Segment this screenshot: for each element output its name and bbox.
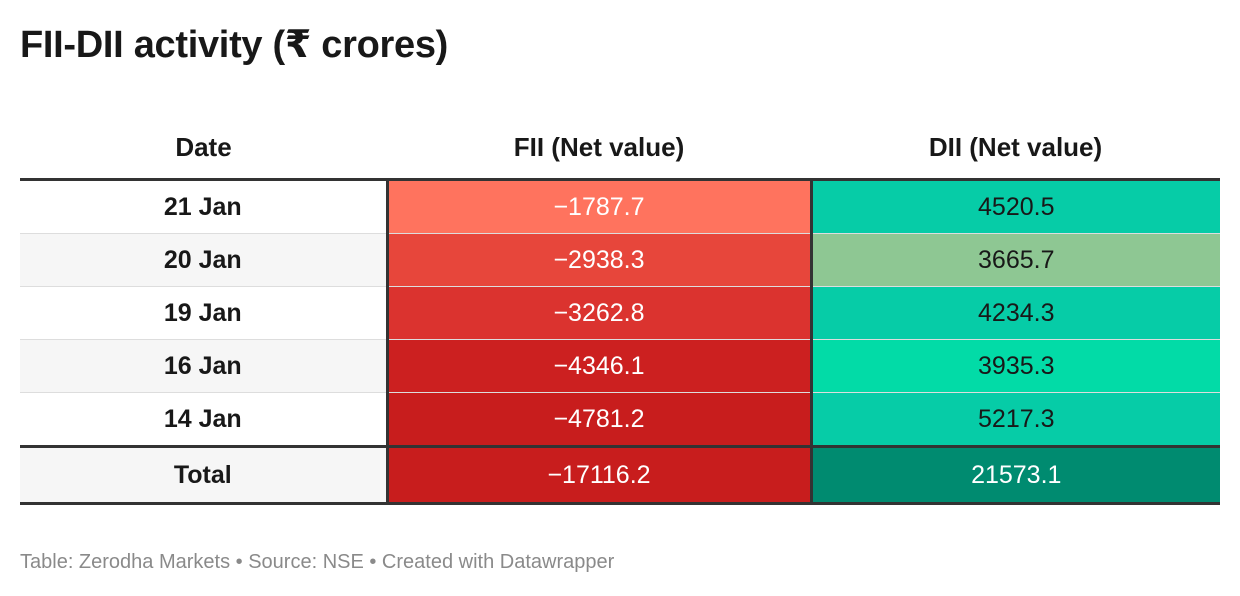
table-row: 21 Jan −1787.7 4520.5 <box>20 179 1220 234</box>
source-footer: Table: Zerodha Markets • Source: NSE • C… <box>20 551 615 573</box>
table-row: 19 Jan −3262.8 4234.3 <box>20 286 1220 340</box>
fii-value-cell: −4346.1 <box>385 339 813 393</box>
date-cell: 14 Jan <box>20 392 387 447</box>
table-row: 14 Jan −4781.2 5217.3 <box>20 392 1220 447</box>
fii-value-cell: −4781.2 <box>385 392 813 447</box>
table-row: 20 Jan −2938.3 3665.7 <box>20 233 1220 287</box>
fii-value-cell: −3262.8 <box>385 286 813 340</box>
column-header-date: Date <box>20 116 387 181</box>
total-row: Total −17116.2 21573.1 <box>20 445 1220 505</box>
dii-total-cell: 21573.1 <box>811 445 1220 505</box>
dii-value-cell: 5217.3 <box>811 392 1220 447</box>
chart-title: FII-DII activity (₹ crores) <box>20 24 449 66</box>
fii-total-cell: −17116.2 <box>385 445 813 505</box>
table-row: 16 Jan −4346.1 3935.3 <box>20 339 1220 393</box>
fii-value-cell: −1787.7 <box>385 179 813 234</box>
dii-value-cell: 4234.3 <box>811 286 1220 340</box>
date-cell: 20 Jan <box>20 233 387 287</box>
dii-value-cell: 4520.5 <box>811 179 1220 234</box>
total-label-cell: Total <box>20 445 387 505</box>
fii-dii-table: Date FII (Net value) DII (Net value) 21 … <box>20 116 1220 505</box>
header-row: Date FII (Net value) DII (Net value) <box>20 116 1220 181</box>
fii-value-cell: −2938.3 <box>385 233 813 287</box>
date-cell: 19 Jan <box>20 286 387 340</box>
dii-value-cell: 3665.7 <box>811 233 1220 287</box>
date-cell: 21 Jan <box>20 179 387 234</box>
column-header-fii: FII (Net value) <box>387 116 811 181</box>
date-cell: 16 Jan <box>20 339 387 393</box>
dii-value-cell: 3935.3 <box>811 339 1220 393</box>
column-header-dii: DII (Net value) <box>811 116 1220 181</box>
